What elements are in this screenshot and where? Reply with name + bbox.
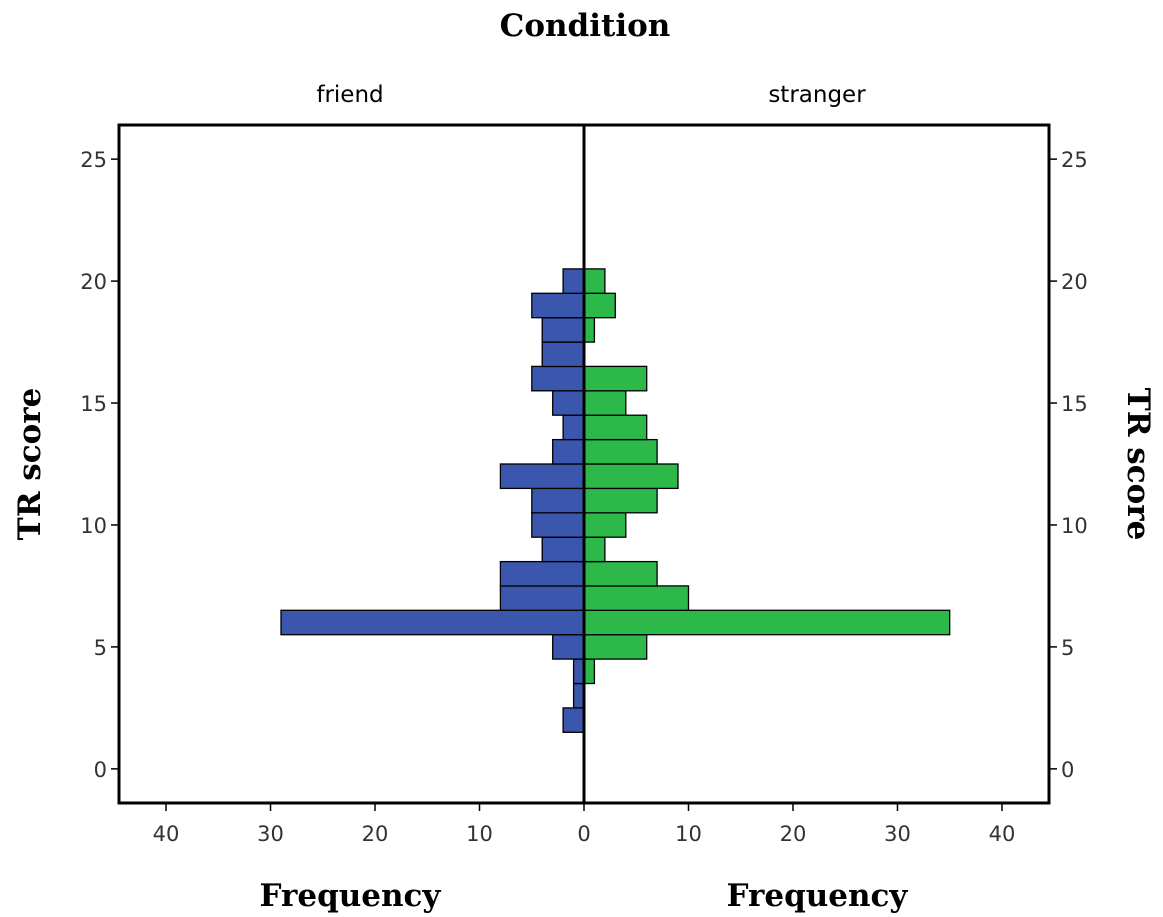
bar-friend-16 bbox=[531, 365, 585, 392]
chart-title: Condition bbox=[500, 8, 671, 44]
bar-friend-10 bbox=[531, 512, 585, 538]
bar-friend-12 bbox=[499, 463, 585, 490]
x-tick-label-right-20: 20 bbox=[780, 822, 807, 846]
bar-stranger-5 bbox=[583, 634, 648, 660]
y-tick-label-right-0: 0 bbox=[1061, 758, 1074, 782]
bar-friend-7 bbox=[499, 585, 585, 611]
y-tick-label-right-10: 10 bbox=[1061, 514, 1088, 538]
bar-stranger-19 bbox=[583, 292, 616, 319]
x-tick-label-center-0: 0 bbox=[577, 822, 590, 846]
bar-stranger-6 bbox=[583, 609, 951, 636]
bar-stranger-8 bbox=[583, 560, 658, 587]
x-tick-label-left-20: 20 bbox=[362, 822, 389, 846]
bar-friend-17 bbox=[541, 341, 585, 368]
bar-friend-3 bbox=[572, 682, 585, 709]
bar-friend-4 bbox=[572, 658, 585, 685]
x-tick-label-right-40: 40 bbox=[989, 822, 1016, 846]
bar-friend-20 bbox=[562, 268, 585, 294]
bar-stranger-7 bbox=[583, 585, 690, 611]
bar-friend-5 bbox=[552, 634, 585, 660]
bar-friend-8 bbox=[499, 560, 585, 587]
bar-friend-15 bbox=[552, 390, 585, 416]
bar-friend-18 bbox=[541, 317, 585, 343]
y-tick-label-right-25: 25 bbox=[1061, 148, 1088, 172]
bar-stranger-18 bbox=[583, 317, 596, 343]
y-tick-label-left-15: 15 bbox=[80, 392, 107, 416]
bar-friend-9 bbox=[541, 536, 585, 563]
y-axis-title-left: TR score bbox=[12, 388, 48, 541]
bar-stranger-12 bbox=[583, 463, 679, 490]
bar-friend-6 bbox=[280, 609, 585, 636]
x-axis-title-left: Frequency bbox=[260, 878, 442, 914]
x-tick-label-left-40: 40 bbox=[153, 822, 180, 846]
y-tick-label-left-20: 20 bbox=[80, 270, 107, 294]
y-tick-label-left-10: 10 bbox=[80, 514, 107, 538]
ticks-layer: 0 0 5 5 10 10 15 15 20 20 25 25 0 10 10 20 20 30 30 40 40 bbox=[80, 148, 1087, 846]
bar-stranger-14 bbox=[583, 414, 648, 441]
x-tick-label-left-30: 30 bbox=[257, 822, 284, 846]
bar-stranger-10 bbox=[583, 512, 627, 538]
bar-friend-13 bbox=[552, 438, 585, 465]
y-tick-label-left-25: 25 bbox=[80, 148, 107, 172]
bar-stranger-20 bbox=[583, 268, 606, 294]
x-tick-label-right-10: 10 bbox=[675, 822, 702, 846]
bar-stranger-16 bbox=[583, 365, 648, 392]
bar-stranger-4 bbox=[583, 658, 596, 685]
bars-layer bbox=[280, 268, 951, 733]
bar-friend-14 bbox=[562, 414, 585, 441]
y-tick-label-right-20: 20 bbox=[1061, 270, 1088, 294]
bar-stranger-13 bbox=[583, 438, 658, 465]
bar-friend-11 bbox=[531, 487, 585, 514]
x-tick-label-right-30: 30 bbox=[884, 822, 911, 846]
bar-stranger-15 bbox=[583, 390, 627, 416]
y-tick-label-left-5: 5 bbox=[94, 636, 107, 660]
x-tick-label-left-10: 10 bbox=[466, 822, 493, 846]
y-axis-title-right: TR score bbox=[1120, 388, 1156, 541]
x-axis-title-right: Frequency bbox=[727, 878, 909, 914]
panel-label-stranger: stranger bbox=[768, 82, 866, 108]
bar-friend-19 bbox=[531, 292, 585, 319]
y-tick-label-right-15: 15 bbox=[1061, 392, 1088, 416]
bar-stranger-9 bbox=[583, 536, 606, 563]
bar-friend-2 bbox=[562, 707, 585, 733]
y-tick-label-right-5: 5 bbox=[1061, 636, 1074, 660]
panel-label-friend: friend bbox=[316, 82, 383, 108]
bar-stranger-11 bbox=[583, 487, 658, 514]
y-tick-label-left-0: 0 bbox=[94, 758, 107, 782]
